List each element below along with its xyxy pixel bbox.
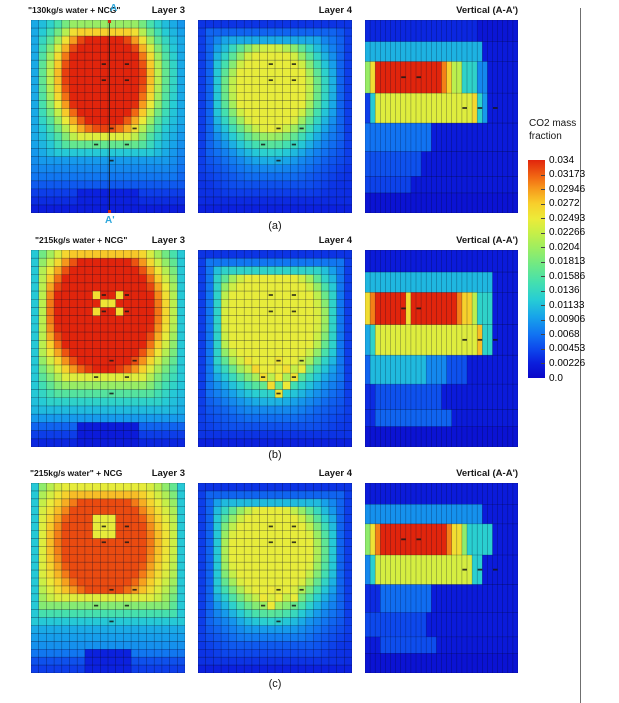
colorbar-tick-9 <box>541 290 545 292</box>
colorbar-label-3: 0.0272 <box>549 198 580 210</box>
colorbar-label-2: 0.02946 <box>549 183 586 195</box>
section-marker-a-top: A <box>110 3 118 14</box>
colorbar-title: CO2 mass fraction <box>529 118 591 143</box>
colorbar-label-5: 0.02266 <box>549 227 586 239</box>
colorbar-label-9: 0.0136 <box>549 285 580 297</box>
colorbar-label-15: 0.0 <box>549 372 563 384</box>
heatmap-canvas-c-vertical <box>365 483 518 673</box>
colorbar-tick-5 <box>541 232 545 234</box>
colorbar-label-14: 0.00226 <box>549 357 586 369</box>
panel-title-c-vertical: Vertical (A-A') <box>456 468 518 479</box>
heatmap-canvas-c-layer3 <box>31 483 185 673</box>
colorbar-label-4: 0.02493 <box>549 212 586 224</box>
heatmap-canvas-a-layer4 <box>198 20 352 213</box>
colorbar-label-12: 0.0068 <box>549 328 580 340</box>
heatmap-canvas-a-vertical <box>365 20 518 213</box>
heatmap-canvas-b-vertical <box>365 250 518 447</box>
colorbar-label-1: 0.03173 <box>549 169 586 181</box>
panel-title-c-layer3: Layer 3 <box>151 468 185 479</box>
panel-title-c-layer4: Layer 4 <box>318 468 352 479</box>
colorbar-tick-6 <box>541 247 545 249</box>
colorbar-label-10: 0.01133 <box>549 299 585 311</box>
colorbar-tick-1 <box>541 174 545 176</box>
colorbar-tick-8 <box>541 276 545 278</box>
colorbar-tick-7 <box>541 261 545 263</box>
colorbar-tick-3 <box>541 203 545 205</box>
row-caption-a: (a) <box>268 220 282 232</box>
colorbar-tick-14 <box>541 363 545 365</box>
colorbar-label-13: 0.00453 <box>549 343 586 355</box>
panel-title-b-layer4: Layer 4 <box>318 235 352 246</box>
panel-title-a-layer3: Layer 3 <box>151 5 185 16</box>
colorbar-label-11: 0.00906 <box>549 314 586 326</box>
colorbar-label-8: 0.01586 <box>549 270 586 282</box>
colorbar-label-6: 0.0204 <box>549 241 580 253</box>
colorbar-title-line1: CO2 mass <box>529 118 577 129</box>
panel-title-a-layer4: Layer 4 <box>318 5 352 16</box>
condition-label-c: "215kg/s water" + NCG <box>30 468 123 478</box>
condition-label-a: "130kg/s water + NCG" <box>28 5 121 15</box>
colorbar-label-0: 0.034 <box>549 154 575 166</box>
panel-title-a-vertical: Vertical (A-A') <box>456 5 518 16</box>
colorbar-tick-13 <box>541 348 545 350</box>
panel-title-b-vertical: Vertical (A-A') <box>456 235 518 246</box>
heatmap-canvas-c-layer4 <box>198 483 352 673</box>
colorbar-gradient <box>528 160 545 378</box>
colorbar-tick-10 <box>541 305 545 307</box>
page-rule-line <box>580 8 581 703</box>
heatmap-canvas-a-layer3 <box>31 20 185 213</box>
panel-title-b-layer3: Layer 3 <box>151 235 185 246</box>
row-caption-c: (c) <box>268 678 282 690</box>
colorbar-label-7: 0.01813 <box>549 256 586 268</box>
colorbar-tick-4 <box>541 218 545 220</box>
colorbar-tick-12 <box>541 334 545 336</box>
heatmap-canvas-b-layer3 <box>31 250 185 447</box>
heatmap-canvas-b-layer4 <box>198 250 352 447</box>
row-caption-b: (b) <box>268 449 282 461</box>
colorbar-tick-11 <box>541 319 545 321</box>
condition-label-b: "215kg/s water + NCG" <box>35 235 128 245</box>
colorbar-title-line2: fraction <box>529 130 562 142</box>
section-marker-a-bottom: A' <box>105 215 115 226</box>
colorbar-tick-2 <box>541 189 545 191</box>
